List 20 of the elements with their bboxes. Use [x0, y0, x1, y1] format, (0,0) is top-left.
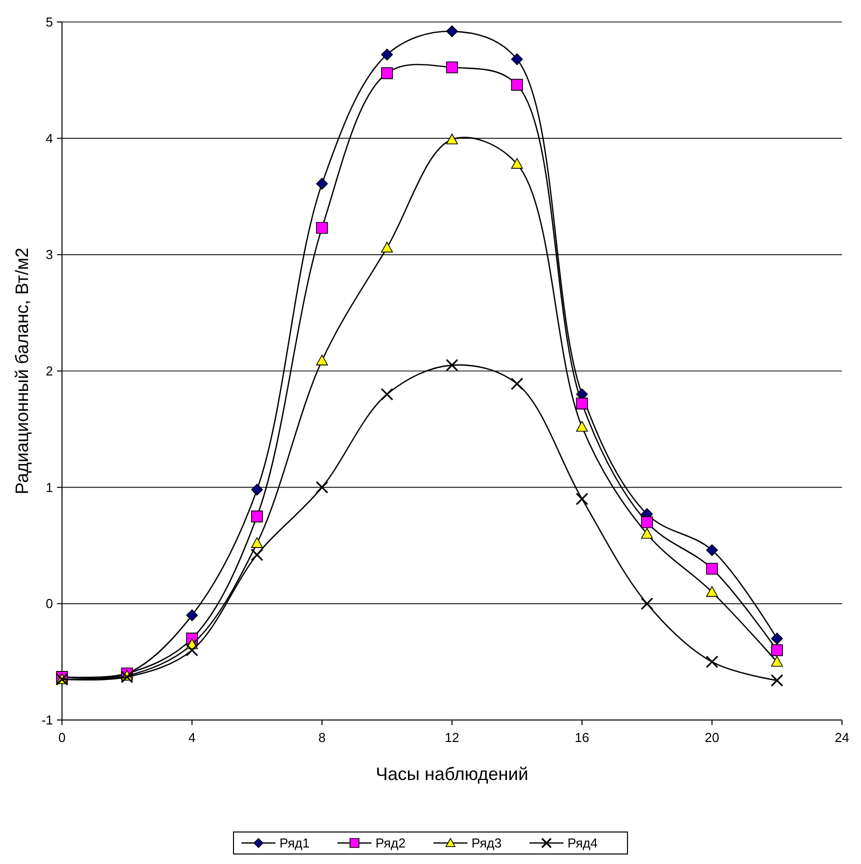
x-tick-label: 0: [58, 730, 66, 745]
legend-label: Ряд4: [568, 836, 598, 851]
y-tick-label: -1: [41, 712, 53, 728]
y-tick-label: 2: [46, 364, 53, 379]
legend-label: Ряд2: [376, 836, 406, 851]
x-axis-title: Часы наблюдений: [376, 764, 528, 784]
y-tick-label: 1: [46, 480, 53, 495]
x-tick-label: 24: [834, 730, 850, 745]
x-tick-label: 20: [704, 730, 720, 745]
y-tick-label: 5: [46, 14, 53, 30]
y-tick-label: 0: [46, 596, 53, 612]
x-tick-label: 4: [188, 730, 196, 745]
legend-label: Ряд1: [280, 836, 310, 851]
y-tick-label: 4: [46, 130, 53, 146]
x-tick-label: 8: [318, 730, 326, 745]
x-tick-label: 12: [444, 730, 460, 745]
x-tick-label: 16: [574, 730, 590, 745]
y-axis-title: Радиационный баланс, Вт/м2: [12, 248, 32, 494]
legend-label: Ряд3: [472, 836, 502, 851]
y-tick-label: 3: [46, 247, 53, 262]
